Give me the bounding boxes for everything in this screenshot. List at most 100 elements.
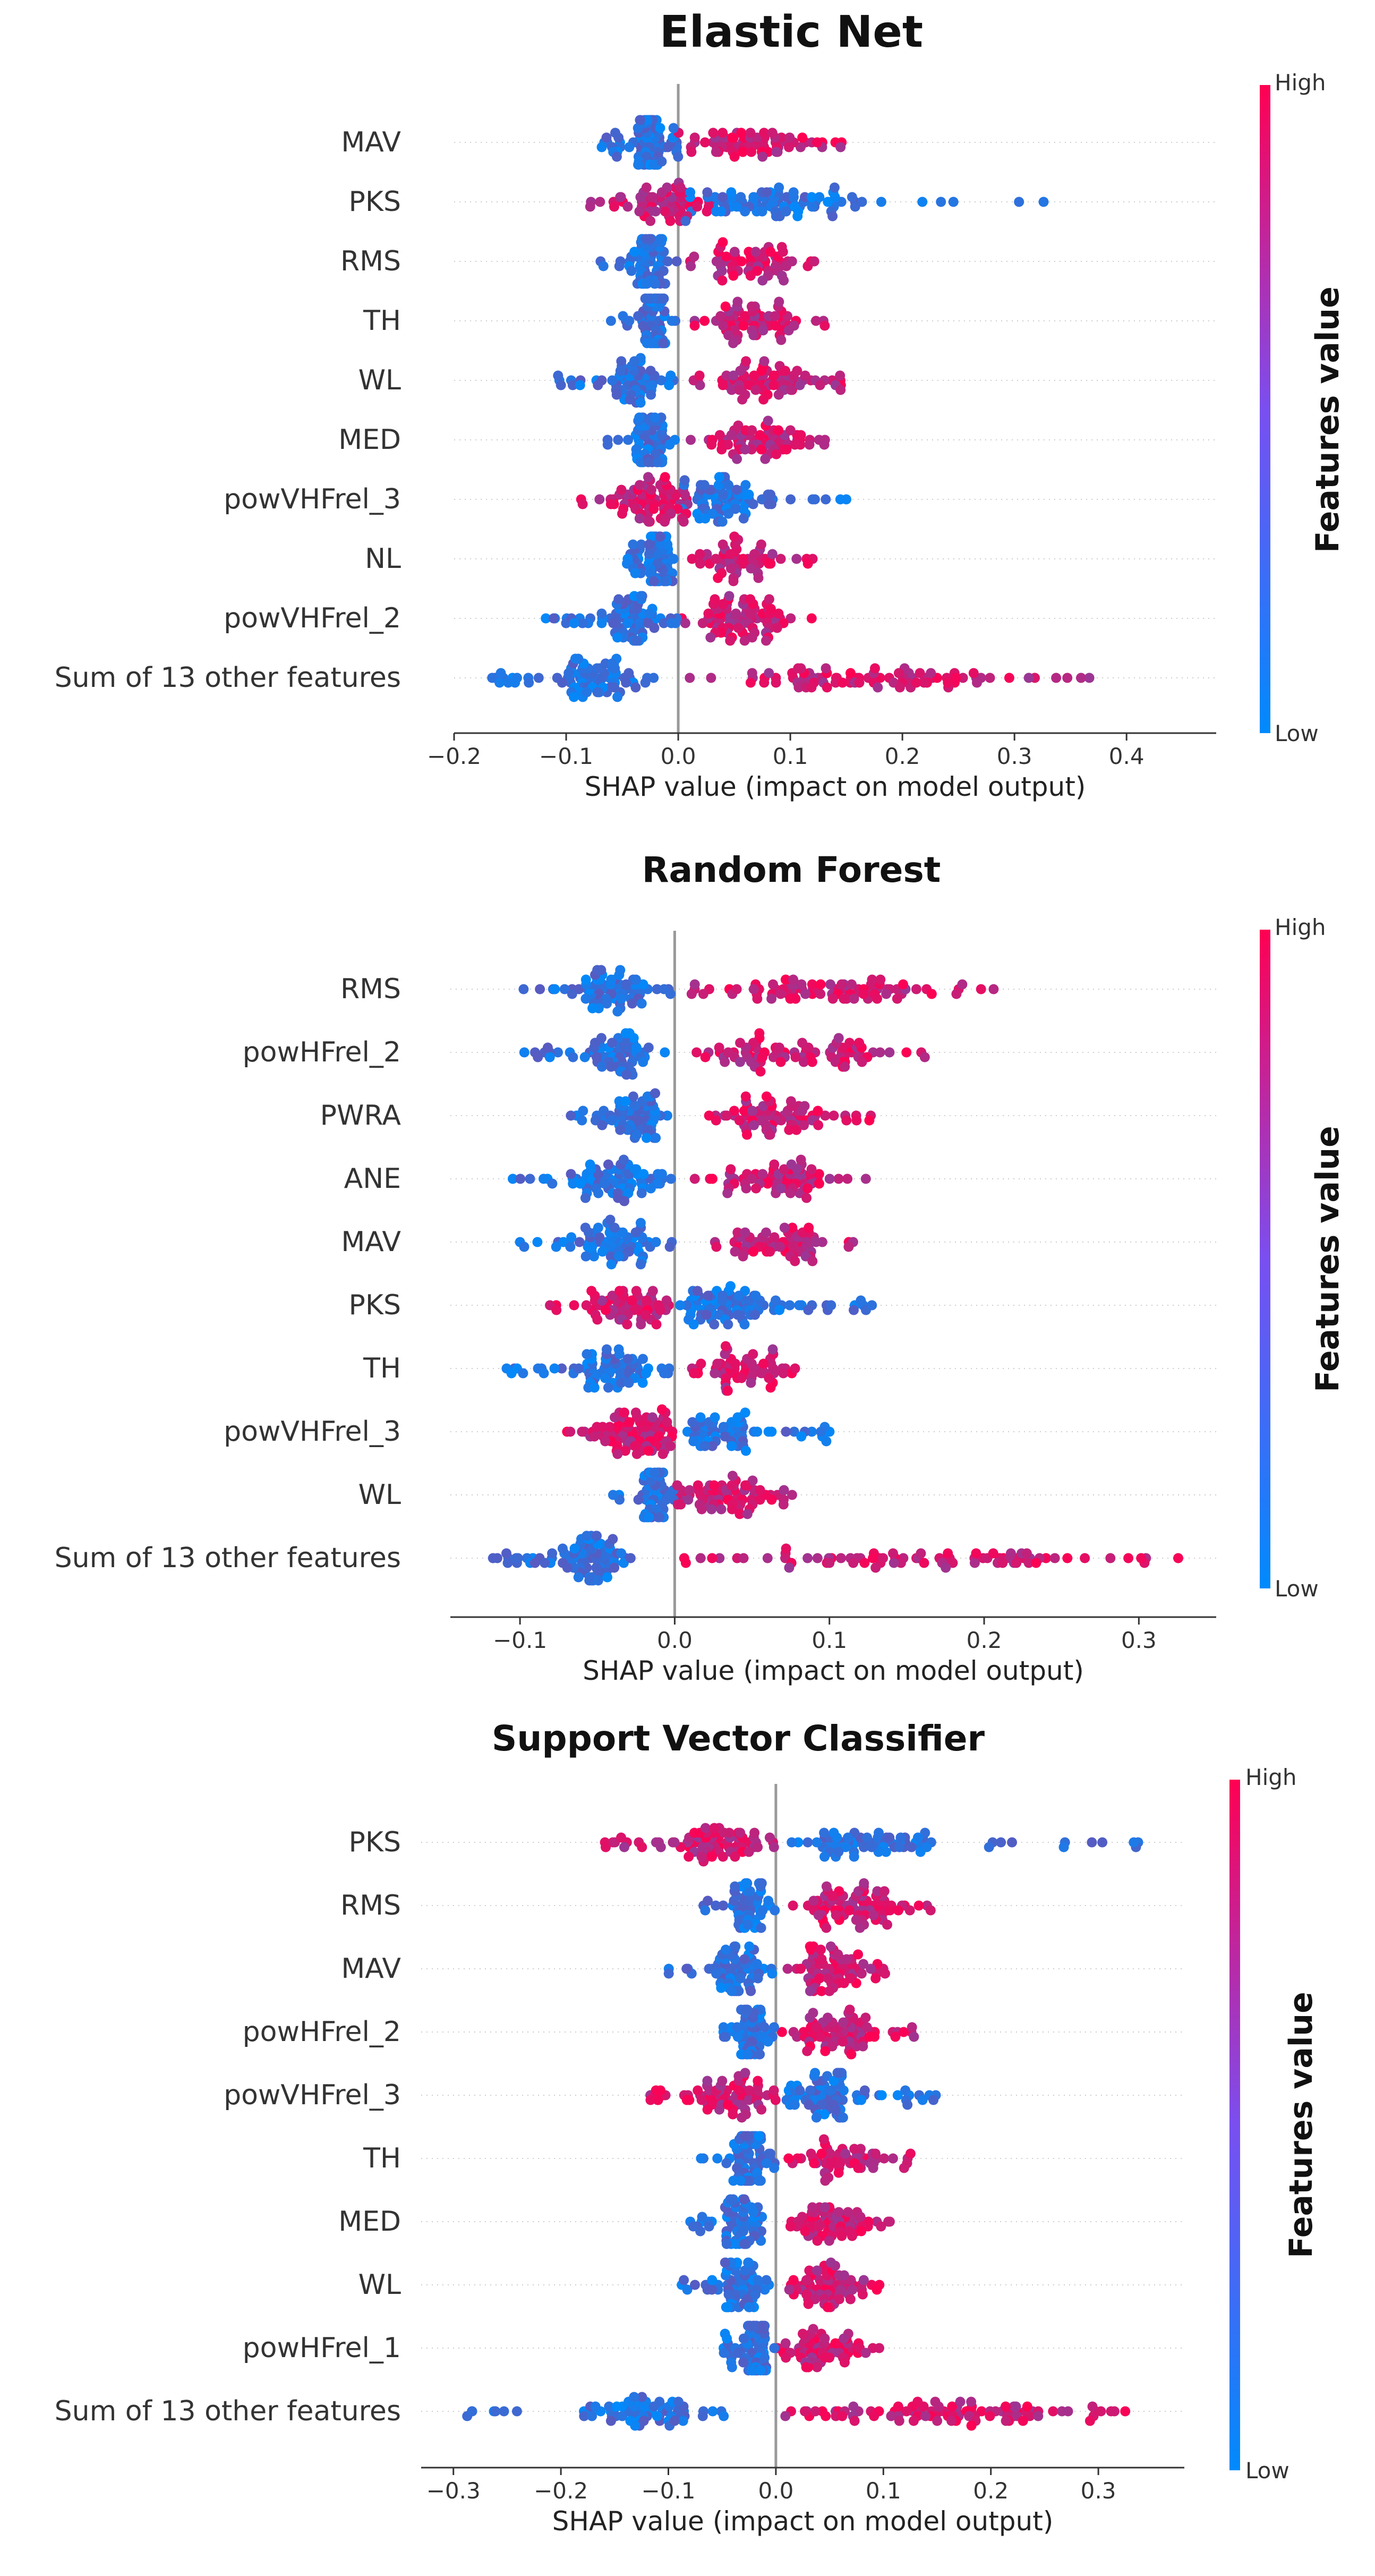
shap-dot [622, 1125, 633, 1135]
shap-dot [1038, 197, 1049, 207]
shap-dot [695, 558, 705, 569]
shap-dot [648, 293, 659, 304]
shap-dot [680, 216, 691, 226]
shap-dot [746, 147, 757, 157]
shap-dot [819, 320, 830, 331]
shap-dot [757, 206, 767, 217]
shap-dot [539, 1368, 549, 1379]
shap-dot [815, 979, 826, 990]
shap-dot [790, 993, 801, 1004]
shap-dot [669, 2416, 680, 2426]
shap-dot [947, 2401, 958, 2412]
shap-dot [601, 1344, 612, 1355]
shap-dot [566, 1169, 576, 1179]
shap-dot [1018, 2416, 1028, 2426]
shap-dot [651, 1133, 661, 1143]
shap-dot [608, 618, 619, 628]
shap-dot [1001, 2401, 1011, 2412]
shap-dot [736, 127, 747, 138]
shap-dot [718, 1422, 729, 1432]
shap-dot [650, 206, 661, 217]
shap-dot [966, 2420, 977, 2431]
feature-label: PKS [349, 1826, 401, 1858]
shap-dot [824, 1986, 835, 1996]
shap-dot [641, 1133, 652, 1143]
shap-dot [519, 1047, 529, 1058]
shap-dot [630, 2420, 640, 2431]
shap-dot [727, 1470, 738, 1481]
x-tick-label: 0.2 [967, 1627, 1002, 1653]
shap-dot [802, 558, 813, 569]
shap-dot [859, 1558, 870, 1568]
shap-dot [742, 1509, 753, 1519]
shap-dot [631, 1449, 642, 1459]
feature-label: PKS [349, 186, 401, 218]
shap-dot [636, 539, 646, 550]
shap-dot [785, 2221, 796, 2232]
shap-dot [660, 472, 670, 482]
shap-dot [787, 1222, 798, 1233]
shap-dot [699, 1441, 710, 1451]
shap-dot [626, 266, 637, 276]
shap-dot [643, 457, 654, 467]
shap-dot [917, 2095, 928, 2105]
shap-dot [825, 979, 835, 990]
shap-dot [833, 1033, 844, 1043]
shap-dot [785, 1188, 796, 1198]
shap-dot [665, 370, 676, 381]
shap-dot [738, 320, 749, 331]
shap-dot [858, 989, 869, 999]
shap-dot [787, 256, 797, 267]
shap-dot [724, 591, 735, 601]
shap-dot [730, 1851, 740, 1862]
feature-label: WL [358, 364, 401, 396]
shap-dot [636, 1188, 647, 1198]
shap-dot [734, 1115, 745, 1126]
shap-dot [887, 2153, 898, 2164]
shap-dot [695, 1553, 706, 1563]
shap-dot [612, 692, 622, 702]
shap-dot [745, 127, 756, 138]
shap-dot [725, 563, 736, 574]
shap-dot [722, 1110, 732, 1121]
shap-dot [797, 132, 808, 143]
shap-dot [525, 1174, 535, 1184]
shap-dot [764, 1832, 775, 1843]
shap-dot [657, 1169, 667, 1179]
shap-dot [631, 1286, 642, 1296]
shap-dot [577, 618, 588, 628]
shap-dot [650, 1467, 660, 1478]
shap-dot [565, 1426, 576, 1437]
shap-dot [833, 1949, 843, 1960]
shap-dot [652, 457, 663, 467]
shap-dot [704, 1110, 714, 1121]
shap-dot [630, 1164, 640, 1175]
shap-dot [785, 425, 796, 436]
shap-dot [637, 1378, 648, 1388]
shap-dot [1123, 1553, 1134, 1563]
feature-label: powVHFrel_2 [224, 602, 401, 634]
shap-dot [691, 1047, 702, 1058]
shap-dot [849, 1305, 859, 1315]
shap-dot [638, 1354, 648, 1364]
shap-dot [764, 1373, 774, 1383]
shap-dot [707, 1851, 718, 1862]
shap-dot [769, 2022, 779, 2033]
shap-dot [732, 2348, 743, 2358]
shap-dot [596, 618, 607, 628]
shap-dot [596, 142, 607, 152]
shap-dot [767, 127, 778, 138]
shap-dot [858, 2275, 869, 2285]
shap-dot [604, 2401, 614, 2412]
shap-dot [761, 1227, 771, 1238]
shap-dot [765, 1382, 776, 1393]
shap-dot [851, 1915, 861, 1925]
shap-dot [703, 1895, 713, 1906]
feature-label: MED [338, 2206, 401, 2238]
feature-label: powVHFrel_3 [224, 483, 401, 515]
shap-dot [886, 2411, 896, 2421]
shap-dot [1023, 1558, 1034, 1568]
shap-dot [752, 1426, 763, 1437]
shap-dot [623, 435, 634, 445]
shap-dot [751, 1959, 762, 1969]
